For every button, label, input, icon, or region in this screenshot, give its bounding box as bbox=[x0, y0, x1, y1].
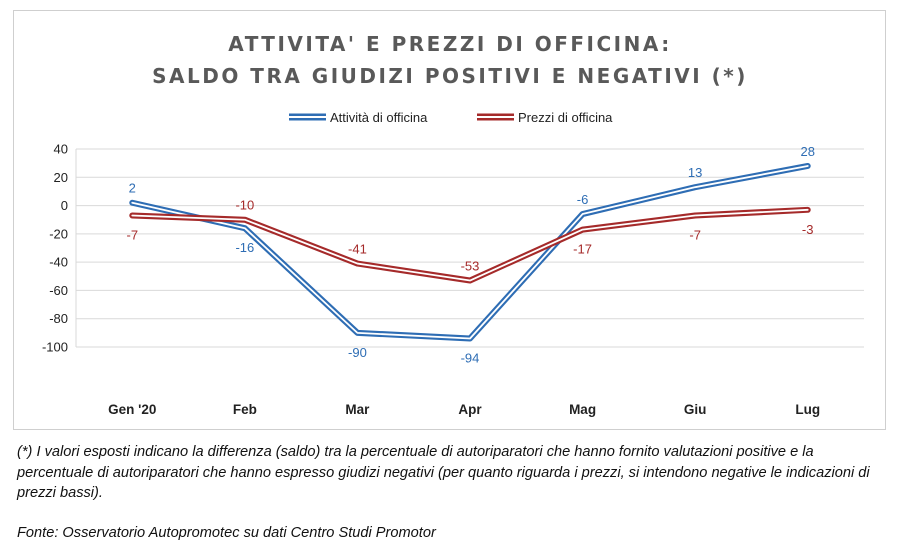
data-label-prezzi: -53 bbox=[461, 259, 480, 274]
y-tick-label: -20 bbox=[49, 226, 68, 241]
data-labels: 2 -7 -16 -10 -90 -41 -94 -53 -6 -17 13 -7 28 -3 bbox=[127, 144, 815, 366]
data-label-attivita: 13 bbox=[688, 165, 702, 180]
legend-label-attivita: Attività di officina bbox=[330, 110, 428, 125]
series-line-attivita-outer bbox=[129, 162, 811, 342]
data-label-prezzi: -10 bbox=[235, 198, 254, 213]
x-axis-ticks: Gen '20 Feb Mar Apr Mag Giu Lug bbox=[108, 402, 820, 417]
series-attivita bbox=[129, 162, 811, 342]
x-tick-label: Giu bbox=[684, 402, 707, 417]
y-tick-label: 0 bbox=[61, 198, 68, 213]
legend-label-prezzi: Prezzi di officina bbox=[518, 110, 613, 125]
legend: Attività di officina Prezzi di officina bbox=[289, 110, 613, 125]
data-label-prezzi: -3 bbox=[802, 222, 814, 237]
data-label-attivita: -90 bbox=[348, 345, 367, 360]
data-label-prezzi: -7 bbox=[689, 227, 701, 242]
legend-entry-attivita[interactable]: Attività di officina bbox=[289, 110, 428, 125]
y-tick-label: 20 bbox=[54, 170, 68, 185]
source-note: Fonte: Osservatorio Autopromotec su dati… bbox=[17, 525, 436, 541]
legend-entry-prezzi[interactable]: Prezzi di officina bbox=[477, 110, 613, 125]
chart-frame: ATTIVITA' E PREZZI DI OFFICINA: SALDO TR… bbox=[13, 10, 886, 430]
line-chart: ATTIVITA' E PREZZI DI OFFICINA: SALDO TR… bbox=[42, 32, 864, 417]
y-axis-ticks: 40 20 0 -20 -40 -60 -80 -100 bbox=[42, 142, 68, 355]
data-label-attivita: -6 bbox=[577, 192, 589, 207]
y-tick-label: -40 bbox=[49, 255, 68, 270]
data-label-attivita: 2 bbox=[129, 181, 136, 196]
data-label-attivita: 28 bbox=[800, 144, 814, 159]
x-tick-label: Lug bbox=[795, 402, 820, 417]
footnote: (*) I valori esposti indicano la differe… bbox=[17, 444, 870, 501]
x-tick-label: Feb bbox=[233, 402, 257, 417]
x-tick-label: Mag bbox=[569, 402, 596, 417]
gridlines bbox=[75, 148, 864, 348]
data-label-prezzi: -7 bbox=[127, 227, 139, 242]
series-lines bbox=[129, 162, 811, 342]
data-label-attivita: -94 bbox=[461, 351, 480, 366]
x-tick-label: Gen '20 bbox=[108, 402, 156, 417]
x-tick-label: Apr bbox=[458, 402, 482, 417]
data-label-prezzi: -41 bbox=[348, 242, 367, 257]
data-label-attivita: -16 bbox=[235, 240, 254, 255]
y-tick-label: 40 bbox=[54, 142, 68, 157]
series-line-attivita-inner bbox=[131, 165, 809, 340]
series-prezzi bbox=[129, 206, 811, 284]
y-tick-label: -100 bbox=[42, 340, 68, 355]
y-tick-label: -60 bbox=[49, 283, 68, 298]
data-label-prezzi: -17 bbox=[573, 242, 592, 257]
chart-title: ATTIVITA' E PREZZI DI OFFICINA: bbox=[228, 32, 671, 56]
x-tick-label: Mar bbox=[345, 402, 370, 417]
chart-subtitle: SALDO TRA GIUDIZI POSITIVI E NEGATIVI (*… bbox=[152, 64, 748, 88]
y-tick-label: -80 bbox=[49, 311, 68, 326]
